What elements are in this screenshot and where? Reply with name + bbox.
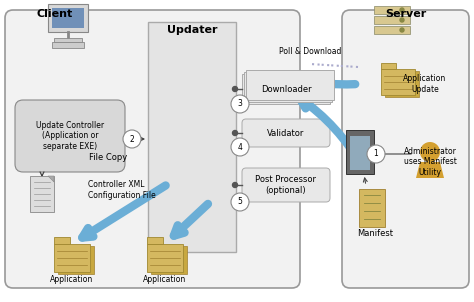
Bar (54, 237, 70, 244)
Bar (148, 22, 236, 252)
Text: Controller XML
Configuration File: Controller XML Configuration File (88, 180, 156, 200)
Circle shape (233, 86, 237, 92)
Text: 1: 1 (374, 149, 378, 159)
Text: Manifest: Manifest (357, 230, 393, 239)
Text: Server: Server (385, 9, 427, 19)
Text: Poll & Download: Poll & Download (279, 47, 341, 56)
Bar (30, 176, 54, 212)
Text: Application: Application (143, 275, 187, 284)
Bar (54, 38, 82, 42)
Bar (52, 42, 84, 48)
Circle shape (231, 138, 249, 156)
Bar (48, 4, 88, 32)
Text: Validator: Validator (267, 128, 305, 137)
Text: Update Controller
(Application or
separate EXE): Update Controller (Application or separa… (36, 121, 104, 151)
Text: Post Processor
(optional): Post Processor (optional) (255, 175, 317, 195)
FancyBboxPatch shape (342, 10, 469, 288)
Bar (385, 71, 419, 97)
Text: Client: Client (37, 9, 73, 19)
Bar (54, 244, 90, 272)
Text: File Copy: File Copy (89, 153, 127, 162)
FancyBboxPatch shape (242, 119, 330, 147)
Bar (381, 63, 396, 69)
Bar (346, 130, 374, 174)
Text: 2: 2 (129, 134, 134, 143)
Circle shape (400, 28, 404, 32)
Text: Application
Update: Application Update (403, 74, 447, 94)
Circle shape (231, 193, 249, 211)
Text: 3: 3 (237, 99, 242, 108)
Bar (151, 246, 187, 274)
Bar (242, 74, 330, 104)
FancyBboxPatch shape (5, 10, 300, 288)
Circle shape (420, 142, 440, 162)
Polygon shape (48, 176, 54, 182)
Text: Administrator
uses Manifest
Utility: Administrator uses Manifest Utility (403, 147, 456, 177)
Bar (147, 237, 163, 244)
Bar (381, 69, 415, 95)
Bar (147, 244, 183, 272)
Bar (374, 16, 410, 24)
Bar (246, 70, 334, 100)
Circle shape (231, 95, 249, 113)
Circle shape (233, 130, 237, 136)
Bar (58, 246, 94, 274)
Bar (244, 72, 332, 102)
Text: Updater: Updater (167, 25, 217, 35)
Circle shape (400, 8, 404, 12)
Bar (52, 8, 84, 28)
FancyBboxPatch shape (242, 168, 330, 202)
Bar (350, 136, 370, 170)
Circle shape (400, 18, 404, 22)
Bar (374, 6, 410, 14)
Bar (374, 26, 410, 34)
Text: Downloader: Downloader (261, 85, 311, 94)
Circle shape (367, 145, 385, 163)
Text: 4: 4 (237, 143, 242, 152)
Text: Application: Application (50, 275, 94, 284)
Text: 5: 5 (237, 198, 242, 207)
Polygon shape (416, 162, 444, 178)
Circle shape (233, 182, 237, 188)
Bar (359, 189, 385, 227)
Circle shape (123, 130, 141, 148)
FancyBboxPatch shape (15, 100, 125, 172)
